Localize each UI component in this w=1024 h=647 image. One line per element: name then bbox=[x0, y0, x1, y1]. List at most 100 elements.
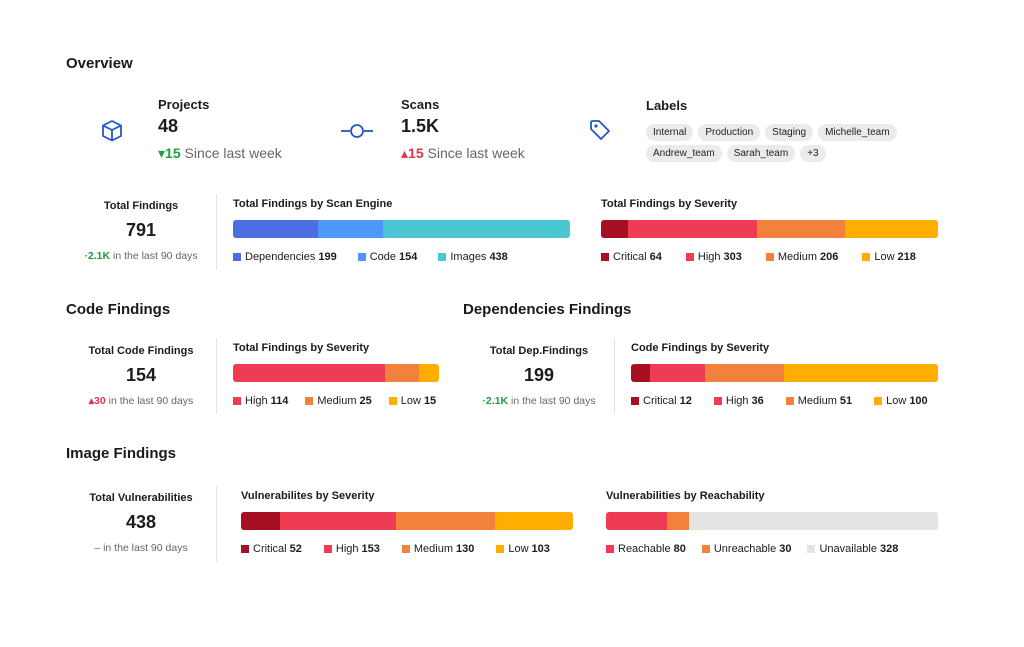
cube-icon bbox=[99, 118, 125, 149]
legend-label: Medium bbox=[413, 543, 453, 555]
legend-swatch bbox=[401, 545, 410, 553]
legend-label: Medium bbox=[317, 395, 357, 407]
image-severity-bar bbox=[241, 512, 573, 530]
dependencies-findings-kpi: Total Dep.Findings 199 ·2.1K in the last… bbox=[474, 345, 604, 407]
legend-label: Low bbox=[874, 251, 895, 263]
bar-segment-high bbox=[628, 220, 758, 238]
legend-item-low: Low 100 bbox=[874, 395, 928, 407]
total-findings-delta-text: in the last 90 days bbox=[112, 250, 198, 262]
divider bbox=[216, 338, 217, 414]
dependencies-severity-title: Code Findings by Severity bbox=[631, 342, 770, 354]
label-tag[interactable]: Michelle_team bbox=[818, 124, 897, 141]
legend-value: 36 bbox=[751, 395, 764, 407]
image-reachability-bar bbox=[606, 512, 938, 530]
scans-delta: ▴15 Since last week bbox=[401, 145, 525, 162]
legend-value: 218 bbox=[897, 251, 916, 263]
scans-value: 1.5K bbox=[401, 116, 440, 136]
legend-item-reachable: Reachable 80 bbox=[606, 543, 686, 555]
legend-label: High bbox=[725, 395, 749, 407]
legend-label: High bbox=[697, 251, 721, 263]
legend-value: 199 bbox=[318, 251, 337, 263]
legend-label: Reachable bbox=[618, 543, 671, 555]
projects-delta-text: Since last week bbox=[184, 145, 282, 161]
dependencies-findings-delta-text: in the last 90 days bbox=[510, 395, 596, 407]
legend-value: 80 bbox=[673, 543, 686, 555]
labels-label: Labels bbox=[646, 98, 688, 113]
legend-value: 15 bbox=[423, 395, 437, 407]
legend-value: 303 bbox=[723, 251, 742, 263]
label-tag[interactable]: Production bbox=[698, 124, 761, 141]
legend-swatch bbox=[233, 253, 241, 261]
scans-label: Scans bbox=[401, 97, 440, 112]
legend-label: Unavailable bbox=[819, 543, 877, 555]
legend-item-high: High 114 bbox=[233, 395, 288, 407]
total-findings-engine-title: Total Findings by Scan Engine bbox=[233, 198, 393, 210]
legend-value: 114 bbox=[270, 395, 289, 407]
scans-delta-text: Since last week bbox=[427, 145, 525, 161]
legend-swatch bbox=[357, 253, 366, 261]
bar-segment-dependencies bbox=[233, 220, 318, 238]
legend-item-dependencies: Dependencies 199 bbox=[233, 251, 337, 263]
label-tag[interactable]: Sarah_team bbox=[726, 145, 796, 162]
legend-label: Critical bbox=[613, 251, 647, 263]
label-tag[interactable]: Staging bbox=[765, 124, 814, 141]
legend-value: 328 bbox=[879, 543, 899, 555]
legend-label: Critical bbox=[253, 543, 287, 555]
legend-label: Dependencies bbox=[245, 251, 316, 263]
dependencies-severity-legend: Critical 12 High 36 Medium 51 Low 100 bbox=[631, 395, 928, 407]
legend-label: Medium bbox=[777, 251, 817, 263]
bar-segment-low bbox=[845, 220, 938, 238]
image-reachability-legend: Reachable 80 Unreachable 30 Unavailable 328 bbox=[606, 543, 898, 555]
legend-swatch bbox=[701, 545, 710, 553]
legend-swatch bbox=[496, 545, 505, 553]
commit-icon bbox=[340, 118, 374, 149]
label-tag[interactable]: +3 bbox=[800, 145, 826, 162]
code-severity-legend: High 114 Medium 25 Low 15 bbox=[233, 395, 436, 407]
legend-swatch bbox=[601, 253, 609, 261]
legend-swatch bbox=[323, 545, 332, 553]
legend-label: Critical bbox=[643, 395, 677, 407]
bar-segment-high bbox=[233, 364, 386, 382]
bar-segment-medium bbox=[396, 512, 495, 530]
code-severity-title: Total Findings by Severity bbox=[233, 342, 370, 354]
legend-value: 100 bbox=[909, 395, 928, 407]
bar-segment-low bbox=[418, 364, 439, 382]
legend-item-high: High 36 bbox=[713, 395, 764, 407]
legend-swatch bbox=[862, 253, 871, 261]
bar-segment-high bbox=[280, 512, 397, 530]
code-findings-delta-text: in the last 90 days bbox=[108, 395, 194, 407]
scans-delta-value: 15 bbox=[408, 145, 424, 161]
legend-item-medium: Medium 130 bbox=[401, 543, 474, 555]
legend-swatch bbox=[388, 397, 397, 405]
legend-swatch bbox=[305, 397, 314, 405]
labels-row-2: Andrew_team Sarah_team +3 bbox=[646, 145, 826, 162]
total-findings-delta-value: 2.1K bbox=[87, 250, 111, 262]
down-arrow-icon: ▾ bbox=[158, 145, 166, 161]
bar-segment-unavailable bbox=[689, 512, 938, 530]
image-findings-label: Total Vulnerabilities bbox=[89, 492, 193, 504]
overview-title: Overview bbox=[66, 55, 133, 72]
legend-item-medium: Medium 206 bbox=[765, 251, 838, 263]
legend-value: 153 bbox=[361, 543, 380, 555]
label-tag[interactable]: Andrew_team bbox=[646, 145, 722, 162]
legend-item-unreachable: Unreachable 30 bbox=[701, 543, 791, 555]
legend-swatch bbox=[765, 253, 774, 261]
code-severity-bar bbox=[233, 364, 439, 382]
legend-item-medium: Medium 51 bbox=[785, 395, 852, 407]
divider bbox=[216, 486, 217, 562]
legend-swatch bbox=[713, 397, 722, 405]
bar-segment-high bbox=[649, 364, 706, 382]
dependencies-findings-title: Dependencies Findings bbox=[463, 301, 632, 318]
label-tag[interactable]: Internal bbox=[646, 124, 694, 141]
legend-label: Images bbox=[450, 251, 487, 263]
legend-value: 154 bbox=[399, 251, 418, 263]
legend-swatch bbox=[606, 545, 614, 553]
image-findings-kpi: Total Vulnerabilities 438 – in the last … bbox=[76, 492, 206, 554]
legend-item-low: Low 15 bbox=[388, 395, 437, 407]
bar-segment-low bbox=[783, 364, 938, 382]
legend-item-code: Code 154 bbox=[357, 251, 418, 263]
projects-label: Projects bbox=[158, 97, 210, 112]
legend-swatch bbox=[438, 253, 447, 261]
image-findings-delta-text: in the last 90 days bbox=[103, 542, 188, 554]
legend-item-low: Low 218 bbox=[862, 251, 916, 263]
